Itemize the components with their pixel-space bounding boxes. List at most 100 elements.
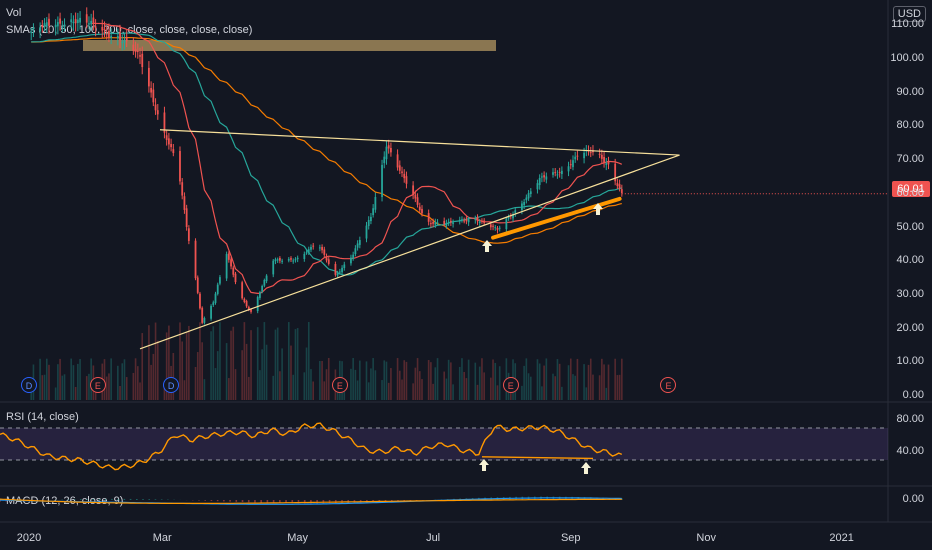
macd-histogram-bar — [129, 498, 132, 500]
candle-body — [263, 279, 266, 286]
volume-bar — [592, 374, 594, 400]
candle-body — [194, 240, 197, 279]
volume-bar — [119, 385, 121, 400]
macd-histogram-bar — [303, 500, 306, 504]
volume-bar — [279, 371, 281, 400]
volume-bar — [390, 368, 392, 400]
dividend-event-marker[interactable]: D — [21, 377, 37, 393]
volume-bar — [567, 365, 570, 400]
volume-bar — [554, 376, 557, 400]
candle-body — [567, 166, 570, 172]
sma-50-line — [31, 32, 622, 276]
candle-body — [374, 196, 377, 210]
macd-histogram-bar — [223, 500, 225, 502]
macd-histogram-bar — [596, 497, 598, 500]
volume-bar — [461, 358, 463, 400]
candle-body — [154, 104, 157, 111]
candle-body — [243, 298, 246, 303]
volume-bar — [387, 382, 390, 400]
price-tick-label: 90.00 — [896, 85, 924, 98]
earnings-event-marker[interactable]: E — [331, 377, 348, 393]
candle-body — [132, 44, 135, 51]
macd-histogram-bar — [247, 500, 250, 503]
volume-bar — [352, 358, 354, 400]
earnings-event-marker[interactable]: E — [660, 377, 677, 393]
candle-body — [181, 182, 184, 196]
arrow-up-icon — [479, 459, 489, 471]
macd-histogram-bar — [254, 500, 256, 503]
candle-body — [523, 202, 526, 206]
volume-bar — [367, 382, 370, 400]
volume-bar — [41, 375, 44, 400]
volume-bar — [463, 371, 465, 400]
time-tick-label: Nov — [696, 532, 716, 544]
volume-bar — [561, 386, 563, 400]
candle-body — [489, 224, 492, 228]
volume-bar — [152, 353, 155, 400]
trendline-upper — [159, 129, 680, 156]
volume-bar — [181, 341, 184, 400]
candle-body — [212, 302, 215, 305]
volume-bar — [194, 366, 197, 400]
volume-bar — [416, 358, 419, 400]
volume-bar — [39, 358, 41, 400]
volume-bar — [310, 369, 312, 400]
candle-body — [125, 37, 128, 42]
candle-body — [529, 191, 532, 195]
candle-body — [478, 221, 481, 223]
volume-bar — [305, 347, 308, 400]
last-price-badge: 60.01 — [892, 181, 930, 197]
candle-body — [305, 252, 308, 254]
candle-body — [543, 175, 546, 178]
volume-bar — [365, 361, 368, 400]
volume-bar — [576, 358, 579, 400]
macd-histogram-bar — [98, 498, 101, 500]
volume-bar — [290, 345, 292, 400]
currency-badge[interactable]: USD — [892, 6, 926, 22]
earnings-event-marker[interactable]: E — [502, 377, 519, 393]
volume-bar — [121, 363, 124, 400]
price-tick-label: 10.00 — [896, 355, 924, 368]
volume-bar — [185, 331, 188, 400]
volume-bar — [498, 366, 501, 400]
volume-bar — [370, 368, 372, 400]
candle-body — [256, 296, 259, 312]
volume-bar — [219, 322, 221, 400]
candle-body — [474, 218, 477, 220]
candle-body — [76, 19, 79, 24]
rsi-divergence-line — [481, 456, 594, 460]
macd-histogram-bar — [235, 500, 238, 502]
earnings-event-marker[interactable]: E — [89, 377, 106, 393]
candle-body — [556, 174, 559, 176]
rsi-label: RSI (14, close) — [6, 411, 79, 423]
candle-body — [383, 156, 386, 164]
candle-body — [514, 210, 517, 213]
candle-body — [583, 152, 585, 159]
volume-bar — [77, 363, 79, 400]
volume-bar — [214, 368, 217, 400]
price-tick-label: 110.00 — [891, 18, 924, 31]
candle-body — [445, 222, 448, 226]
volume-bar — [467, 359, 470, 400]
macd-histogram-bar — [316, 500, 318, 504]
volume-bar — [188, 325, 190, 400]
candle-body — [603, 156, 605, 163]
candle-body — [589, 152, 592, 154]
macd-histogram-bar — [310, 500, 312, 504]
candle-body — [250, 309, 252, 312]
candle-body — [156, 110, 159, 115]
candle-body — [467, 219, 470, 223]
price-tick-label: 40.00 — [896, 254, 924, 267]
price-tick-label: 20.00 — [896, 321, 924, 334]
time-tick-label: 2021 — [829, 532, 854, 544]
candle-body — [179, 151, 181, 182]
candle-body — [390, 147, 392, 153]
macd-histogram-bar — [111, 498, 113, 500]
dividend-event-marker[interactable]: D — [163, 377, 180, 393]
candle-body — [54, 24, 57, 28]
candle-body — [334, 264, 337, 275]
volume-bar — [587, 364, 590, 400]
candle-body — [170, 144, 173, 148]
candle-body — [241, 282, 244, 299]
